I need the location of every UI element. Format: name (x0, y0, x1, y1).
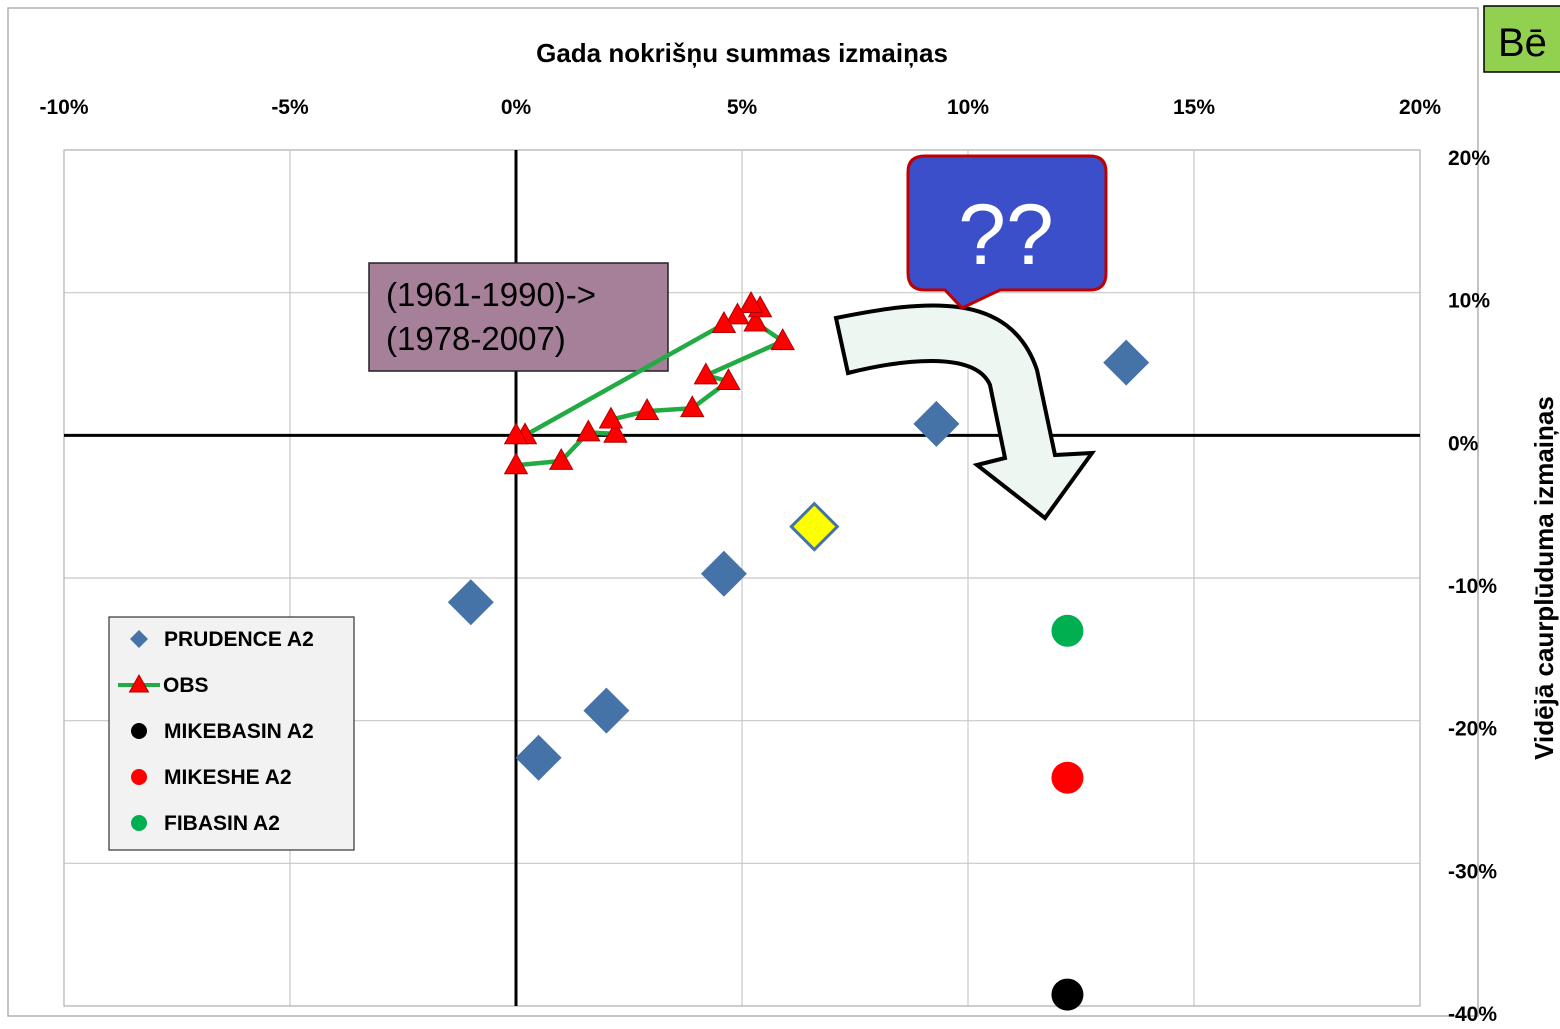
plot-area-frame (63, 149, 1421, 1007)
x-tick-label: -10% (39, 96, 88, 119)
prudence-a2-point (1103, 339, 1150, 386)
legend: PRUDENCE A2 OBS MIKEBASIN A2 MIKESHE A2 FIBA… (108, 616, 355, 851)
x-tick-label: -5% (271, 96, 309, 119)
y-axis-title: Vidējā caurplūduma izmaiņas (1529, 396, 1559, 760)
obs-point (576, 419, 601, 442)
x-tick-label: 20% (1399, 96, 1441, 119)
obs-point (680, 395, 705, 418)
chart-area-border (7, 7, 1479, 1017)
obs-point (738, 291, 764, 313)
legend-label-fibasin-a2: FIBASIN A2 (164, 812, 280, 835)
speech-bubble-icon (906, 154, 1108, 310)
corner-tab: Bē (1483, 5, 1560, 73)
legend-marker-fibasin-a2 (131, 815, 147, 831)
y-tick-label: -30% (1448, 860, 1497, 883)
period-box-line1: (1961-1990)-> (386, 276, 596, 313)
y-tick-labels: 20% 10% 0% -10% -20% -30% -40% (1448, 147, 1497, 1026)
legend-label-mikebasin-a2: MIKEBASIN A2 (164, 720, 314, 743)
y-tick-label: 0% (1448, 432, 1479, 455)
legend-marker-obs (128, 673, 150, 693)
obs-point (503, 452, 529, 475)
obs-point (725, 302, 750, 325)
highlight-point (789, 501, 840, 552)
curved-arrow-icon (833, 303, 1097, 521)
period-annotation-box: (1961-1990)-> (1978-2007) (368, 262, 669, 372)
prudence-a2-point (447, 579, 494, 626)
y-tick-label: 10% (1448, 290, 1490, 313)
y-tick-label: -40% (1448, 1003, 1497, 1024)
prudence-a2-point (913, 400, 960, 447)
obs-point (693, 362, 719, 385)
period-box-background (368, 262, 669, 372)
x-tick-label: 0% (501, 96, 532, 119)
corner-tab-label: Bē (1498, 21, 1547, 65)
legend-label-mikeshe-a2: MIKESHE A2 (164, 766, 292, 789)
x-tick-label: 15% (1173, 96, 1215, 119)
x-tick-labels: -10% -5% 0% 5% 10% 15% 20% (39, 96, 1441, 119)
prudence-a2-point (583, 687, 630, 734)
question-marks: ?? (958, 187, 1054, 283)
mikebasin-a2-point (1051, 978, 1084, 1011)
obs-point (743, 309, 768, 332)
obs-point (770, 328, 795, 351)
obs-point (634, 398, 660, 420)
legend-label-obs: OBS (163, 674, 209, 697)
obs-point (711, 311, 737, 333)
legend-items: PRUDENCE A2 OBS MIKEBASIN A2 MIKESHE A2 FIBA… (118, 628, 314, 835)
obs-point (598, 406, 624, 429)
prudence-a2-point (515, 734, 562, 781)
y-tick-label: -10% (1448, 575, 1497, 598)
obs-point (603, 420, 628, 443)
legend-label-prudence-a2: PRUDENCE A2 (164, 628, 314, 651)
obs-point (548, 447, 574, 470)
obs-point (503, 422, 529, 445)
y-tick-label: 20% (1448, 147, 1490, 170)
fibasin-a2-point (1051, 614, 1084, 647)
prudence-a2-point (700, 550, 747, 597)
series-layer (447, 291, 1150, 1011)
legend-marker-mikeshe-a2 (131, 769, 147, 785)
legend-box (108, 616, 355, 851)
x-axis-title: Gada nokrišņu summas izmaiņas (536, 38, 948, 68)
mikeshe-a2-point (1051, 761, 1084, 794)
period-box-line2: (1978-2007) (386, 320, 566, 357)
x-tick-label: 5% (727, 96, 758, 119)
legend-marker-prudence-a2 (130, 630, 148, 648)
legend-marker-mikebasin-a2 (131, 723, 147, 739)
corner-tab-background (1483, 5, 1560, 73)
obs-point (716, 368, 741, 391)
question-callout: ?? (906, 154, 1108, 310)
x-tick-label: 10% (947, 96, 989, 119)
y-tick-label: -20% (1448, 718, 1497, 741)
